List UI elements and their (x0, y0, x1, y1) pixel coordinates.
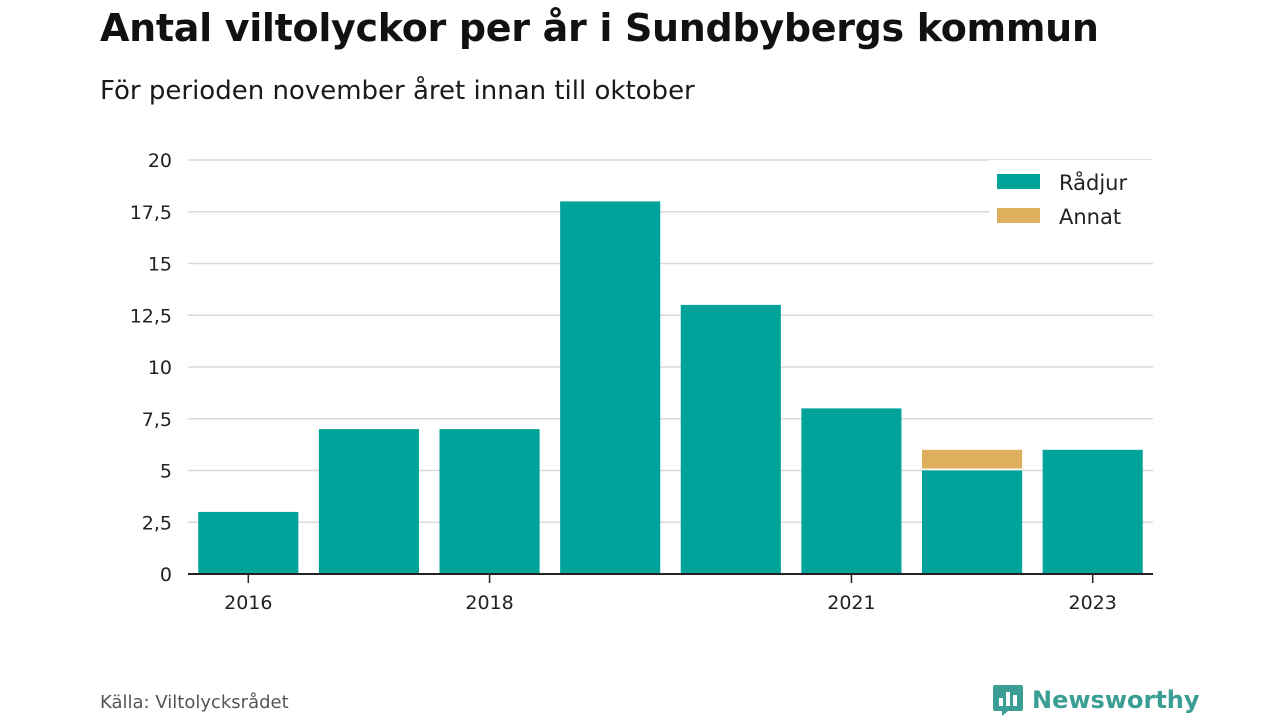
legend-swatch (997, 174, 1040, 189)
bar-r-djur-2018 (439, 429, 540, 574)
legend-label: Rådjur (1059, 170, 1127, 195)
newsworthy-brand: Newsworthy (992, 683, 1200, 717)
x-tick-label: 2018 (465, 592, 513, 614)
x-tick-label: 2021 (827, 592, 875, 614)
bar-r-djur-2023 (1042, 449, 1143, 574)
bar-r-djur-2017 (318, 429, 419, 574)
x-tick-label: 2023 (1069, 592, 1117, 614)
y-tick-label: 5 (160, 461, 172, 483)
bar-r-djur-2016 (198, 511, 299, 574)
legend-background (989, 160, 1153, 240)
y-tick-label: 10 (148, 357, 172, 379)
source-note: Källa: Viltolycksrådet (100, 692, 289, 713)
y-tick-label: 12,5 (130, 305, 172, 327)
newsworthy-logo-icon (993, 685, 1023, 716)
bar-r-djur-2019 (560, 201, 661, 574)
bar-r-djur-2020 (680, 304, 781, 574)
chart-title: Antal viltolyckor per år i Sundbybergs k… (100, 6, 1099, 50)
y-tick-label: 7,5 (142, 409, 172, 431)
legend-label: Annat (1059, 205, 1121, 229)
bars (198, 201, 1143, 574)
y-tick-label: 0 (160, 564, 172, 586)
chart-subtitle: För perioden november året innan till ok… (100, 76, 695, 106)
legend: Rådjur Annat (989, 160, 1153, 240)
bar-r-djur-2022 (922, 470, 1023, 574)
x-tick-label: 2016 (224, 592, 272, 614)
y-axis: 0 2,5 5 7,5 10 12,5 15 17,5 20 (130, 150, 172, 586)
y-tick-label: 17,5 (130, 202, 172, 224)
legend-swatch (997, 208, 1040, 223)
x-axis: 2016 2018 2021 2023 (188, 573, 1153, 614)
brand-name: Newsworthy (1032, 686, 1200, 714)
bar-r-djur-2021 (801, 408, 902, 574)
y-tick-label: 15 (148, 254, 172, 276)
y-tick-label: 20 (148, 150, 172, 172)
y-tick-label: 2,5 (142, 512, 172, 534)
bar-annat-2022 (922, 449, 1023, 469)
